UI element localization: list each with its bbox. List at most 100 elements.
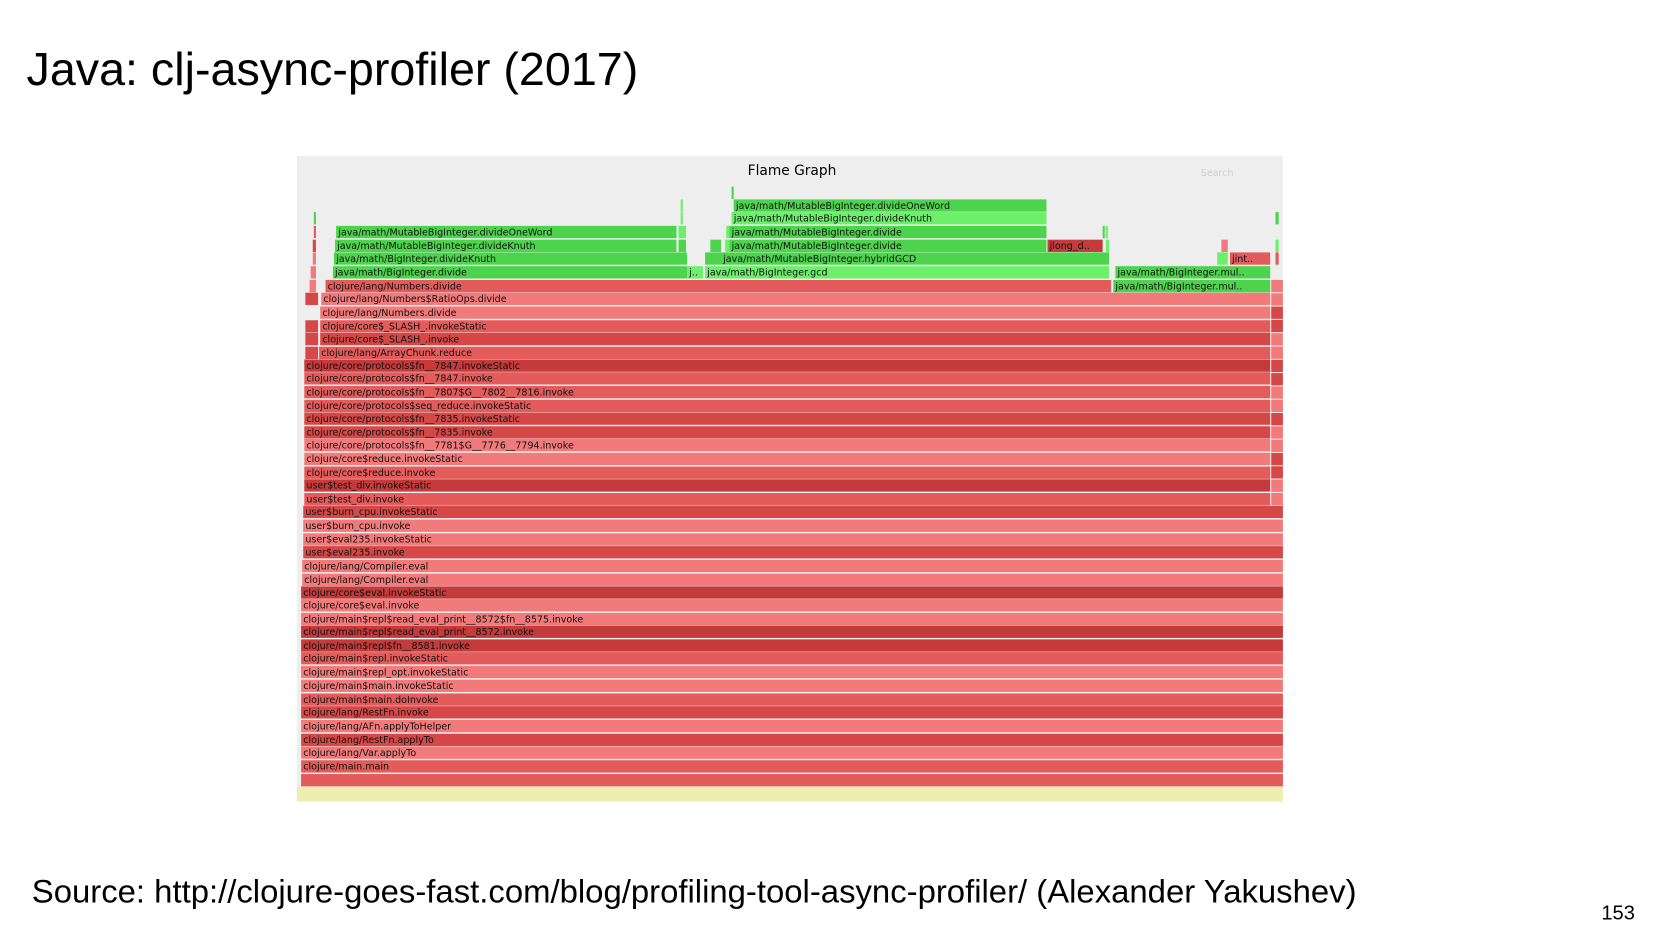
frame-label: clojure/main$repl$read_eval_print__8572$… — [303, 614, 583, 625]
frame-label: clojure/core/protocols$fn__7847.invoke — [306, 374, 493, 385]
frame-label: clojure/main$main.invokeStatic — [303, 681, 453, 692]
frame — [303, 533, 1283, 546]
frame-label: user$eval235.invoke — [305, 547, 404, 558]
frame-label: java/math/MutableBigInteger.hybridGCD — [722, 254, 916, 265]
frame-label: clojure/lang/RestFn.invoke — [303, 708, 429, 719]
frame-label: clojure/main.main — [303, 762, 389, 773]
frame — [303, 505, 1283, 519]
frame — [325, 279, 1112, 293]
frame — [301, 774, 1283, 787]
search[interactable]: Search — [1201, 168, 1234, 179]
frame — [1271, 359, 1283, 373]
frame — [301, 746, 1283, 759]
frame-label: clojure/core/protocols$fn__7781$G__7776_… — [306, 440, 574, 451]
frame — [680, 212, 683, 225]
frame — [313, 212, 316, 225]
frame-label: clojure/lang/AFn.applyToHelper — [303, 721, 451, 732]
frame-label: java/math/BigInteger.divideKnuth — [335, 254, 496, 265]
frame — [301, 706, 1283, 719]
frame-label: user$eval235.invokeStatic — [305, 535, 432, 546]
frame-label: java/math/BigInteger.divide — [334, 268, 467, 279]
frame — [1271, 279, 1283, 293]
frame — [301, 679, 1283, 692]
frame-label: java/math/MutableBigInteger.divideOneWor… — [735, 201, 950, 212]
frame — [304, 479, 1271, 492]
slide-title: Java: clj-async-profiler (2017) — [27, 43, 639, 95]
frame-label: clojure/lang/RestFn.applyTo — [303, 735, 434, 746]
frame — [1105, 225, 1108, 239]
frame — [304, 412, 1271, 425]
frame-label: java/math/MutableBigInteger.divideKnuth — [336, 241, 535, 252]
frame — [301, 599, 1283, 612]
frame — [1229, 252, 1271, 265]
frame — [1271, 492, 1283, 506]
frame — [301, 665, 1283, 679]
frame — [304, 493, 1271, 506]
frame-label: j.. — [688, 268, 698, 279]
frame — [1217, 252, 1228, 265]
frame — [1047, 239, 1103, 252]
frame — [705, 252, 721, 265]
frame — [680, 199, 683, 212]
frame — [321, 292, 1271, 305]
frame — [1275, 239, 1279, 252]
frame — [301, 625, 1283, 638]
frame — [335, 239, 677, 252]
frame — [304, 399, 1271, 413]
frame-label: clojure/core/protocols$fn__7835.invoke — [306, 428, 493, 439]
page-number: 153 — [1601, 902, 1635, 924]
frame — [1271, 293, 1283, 306]
frame-label: clojure/core/protocols$fn__7847.invokeSt… — [306, 361, 520, 372]
frame-label: user$test_div.invokeStatic — [306, 481, 431, 492]
frame — [1271, 439, 1283, 452]
frame — [305, 320, 319, 333]
frame — [304, 372, 1271, 385]
frame — [332, 266, 688, 279]
frame-label: clojure/core$eval.invoke — [303, 600, 419, 611]
frame — [1271, 386, 1283, 399]
frame — [731, 212, 1047, 225]
frame — [731, 186, 734, 199]
frame — [319, 346, 1271, 360]
frame — [1113, 279, 1271, 293]
flame-graph: Flame Graph Search clojure/main.main cloj… — [296, 155, 1283, 802]
frame — [320, 320, 1271, 333]
frame — [304, 438, 1271, 452]
frame-label: clojure/lang/Numbers.divide — [322, 308, 456, 319]
frame — [1271, 479, 1283, 492]
frame-label: java/math/BigInteger.mul.. — [1117, 268, 1245, 279]
frame — [312, 252, 316, 265]
frame-label: java/math/MutableBigInteger.divideOneWor… — [337, 227, 552, 238]
frame-label: clojure/lang/Numbers$RatioOps.divide — [323, 294, 506, 305]
frame — [678, 225, 686, 239]
frame-label: clojure/main$main.doInvoke — [303, 695, 438, 706]
frame — [301, 612, 1283, 626]
frame-label: java/math/MutableBigInteger.divide — [731, 241, 902, 252]
frame — [301, 639, 1283, 652]
frame — [305, 292, 319, 305]
frame-label: java/math/BigInteger.mul.. — [1114, 281, 1242, 292]
frame-label: java/math/MutableBigInteger.divide — [731, 227, 902, 238]
frame — [304, 385, 1271, 399]
frame — [705, 266, 1110, 279]
frame — [1102, 225, 1105, 239]
frame — [320, 332, 1271, 346]
frame — [302, 559, 1283, 573]
frame — [1275, 252, 1279, 265]
frame-label: user$burn_cpu.invoke — [305, 521, 410, 532]
frame-label: java/math/BigInteger.gcd — [706, 268, 827, 279]
frame — [301, 760, 1283, 773]
frame — [729, 225, 1047, 239]
frame — [725, 239, 730, 252]
frame — [309, 279, 316, 293]
frame — [1271, 346, 1283, 359]
frame — [729, 239, 1047, 252]
frame-label: clojure/core/protocols$seq_reduce.invoke… — [306, 401, 531, 412]
frame-label: clojure/main$repl.invokeStatic — [303, 653, 448, 664]
frame — [303, 546, 1283, 559]
frame — [310, 266, 316, 279]
frame — [1275, 212, 1279, 225]
frame-label: clojure/core$reduce.invokeStatic — [306, 454, 462, 465]
frame — [304, 359, 1271, 372]
